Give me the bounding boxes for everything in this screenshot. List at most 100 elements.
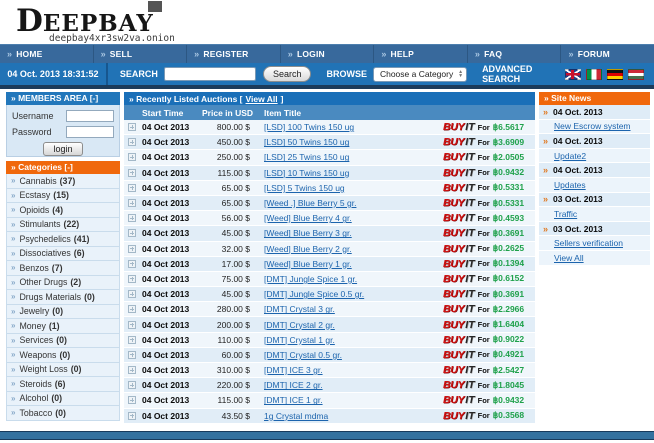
sidebar-category-item[interactable]: » Tobacco (0) xyxy=(6,406,120,421)
auction-title-link[interactable]: [DMT] Crystal 1 gr. xyxy=(264,334,335,345)
buy-it-button[interactable]: BUY IT xyxy=(443,348,475,361)
buy-it-button[interactable]: BUY IT xyxy=(443,272,475,285)
sidebar-category-item[interactable]: » Weight Loss (0) xyxy=(6,362,120,377)
expand-box-icon[interactable] xyxy=(128,305,136,314)
sidebar-category-item[interactable]: » Opioids (4) xyxy=(6,203,120,218)
advanced-search-link[interactable]: ADVANCED SEARCH xyxy=(482,64,533,84)
expand-box-icon[interactable] xyxy=(128,244,136,253)
italy-flag-icon[interactable] xyxy=(586,68,603,80)
buy-it-button[interactable]: BUY IT xyxy=(443,364,475,377)
expand-box-icon[interactable] xyxy=(128,366,136,375)
expand-box-icon[interactable] xyxy=(128,183,136,192)
buy-it-button[interactable]: BUY IT xyxy=(443,151,475,164)
sidebar-category-item[interactable]: » Drugs Materials (0) xyxy=(6,290,120,305)
buy-it-button[interactable]: BUY IT xyxy=(443,242,475,255)
auction-title-link[interactable]: [DMT] Crystal 0.5 gr. xyxy=(264,349,342,360)
auction-title-link[interactable]: [DMT] ICE 1 gr. xyxy=(264,395,323,406)
search-button[interactable]: Search xyxy=(262,66,312,82)
news-link[interactable]: Sellers verification xyxy=(554,238,623,249)
auction-title-link[interactable]: [LSD] 50 Twins 150 ug xyxy=(264,137,350,148)
sidebar-category-item[interactable]: » Psychedelics (41) xyxy=(6,232,120,247)
buy-it-button[interactable]: BUY IT xyxy=(443,136,475,149)
buy-it-button[interactable]: BUY IT xyxy=(443,379,475,392)
auction-title-link[interactable]: [LSD] 5 Twins 150 ug xyxy=(264,182,345,193)
buy-it-button[interactable]: BUY IT xyxy=(443,303,475,316)
sidebar-category-item[interactable]: » Alcohol (0) xyxy=(6,391,120,406)
auction-title-link[interactable]: [DMT] Jungle Spice 0.5 gr. xyxy=(264,289,365,300)
sidebar-category-item[interactable]: » Dissociatives (6) xyxy=(6,246,120,261)
nav-item[interactable]: » HOME xyxy=(0,45,93,63)
sidebar-category-item[interactable]: » Services (0) xyxy=(6,333,120,348)
nav-item[interactable]: » HELP xyxy=(373,45,467,63)
expand-box-icon[interactable] xyxy=(128,168,136,177)
auction-title-link[interactable]: [LSD] 100 Twins 150 ug xyxy=(264,122,355,133)
expand-box-icon[interactable] xyxy=(128,138,136,147)
expand-box-icon[interactable] xyxy=(128,259,136,268)
auction-title-link[interactable]: [Weed] Blue Berry 1 gr. xyxy=(264,258,352,269)
buy-it-button[interactable]: BUY IT xyxy=(443,212,475,225)
auction-title-link[interactable]: [DMT] ICE 2 gr. xyxy=(264,380,323,391)
expand-box-icon[interactable] xyxy=(128,123,136,132)
buy-it-button[interactable]: BUY IT xyxy=(443,394,475,407)
auction-title-link[interactable]: [DMT] Crystal 2 gr. xyxy=(264,319,335,330)
buy-it-button[interactable]: BUY IT xyxy=(443,409,475,422)
buy-it-button[interactable]: BUY IT xyxy=(443,318,475,331)
expand-box-icon[interactable] xyxy=(128,153,136,162)
expand-box-icon[interactable] xyxy=(128,214,136,223)
auctions-view-all-link[interactable]: View All xyxy=(245,93,278,104)
sidebar-category-item[interactable]: » Ecstasy (15) xyxy=(6,188,120,203)
auction-title-link[interactable]: [DMT] ICE 3 gr. xyxy=(264,365,323,376)
nav-item[interactable]: » FAQ xyxy=(466,45,561,63)
sidebar-category-item[interactable]: » Steroids (6) xyxy=(6,377,120,392)
buy-it-button[interactable]: BUY IT xyxy=(443,121,475,134)
auction-title-link[interactable]: [LSD] 25 Twins 150 ug xyxy=(264,152,350,163)
buy-it-button[interactable]: BUY IT xyxy=(443,288,475,301)
sidebar-category-item[interactable]: » Benzos (7) xyxy=(6,261,120,276)
nav-item[interactable]: » SELL xyxy=(92,45,187,63)
nav-item[interactable]: » REGISTER xyxy=(186,45,280,63)
sidebar-category-item[interactable]: » Cannabis (37) xyxy=(6,174,120,189)
sidebar-category-item[interactable]: » Stimulants (22) xyxy=(6,217,120,232)
auction-title-link[interactable]: [LSD] 10 Twins 150 ug xyxy=(264,167,350,178)
buy-it-button[interactable]: BUY IT xyxy=(443,197,475,210)
sidebar-category-item[interactable]: » Jewelry (0) xyxy=(6,304,120,319)
auction-title-link[interactable]: [Weed .] Blue Berry 5 gr. xyxy=(264,198,357,209)
nav-item[interactable]: » LOGIN xyxy=(279,45,374,63)
sidebar-category-item[interactable]: » Money (1) xyxy=(6,319,120,334)
news-link[interactable]: Updates xyxy=(554,179,586,190)
expand-box-icon[interactable] xyxy=(128,396,136,405)
sidebar-category-item[interactable]: » Weapons (0) xyxy=(6,348,120,363)
auction-title-link[interactable]: [Weed] Blue Berry 2 gr. xyxy=(264,243,352,254)
expand-box-icon[interactable] xyxy=(128,350,136,359)
password-field[interactable] xyxy=(66,126,114,138)
buy-it-button[interactable]: BUY IT xyxy=(443,166,475,179)
auction-title-link[interactable]: 1g Crystal mdma xyxy=(264,410,329,421)
auction-title-link[interactable]: [Weed] Blue Berry 4 gr. xyxy=(264,213,352,224)
news-link[interactable]: Update2 xyxy=(554,150,587,161)
news-link[interactable]: Traffic xyxy=(554,208,578,219)
expand-box-icon[interactable] xyxy=(128,199,136,208)
category-select[interactable]: Choose a Category ▲ ▼ xyxy=(372,66,468,82)
expand-box-icon[interactable] xyxy=(128,320,136,329)
login-button[interactable]: login xyxy=(43,142,83,156)
expand-box-icon[interactable] xyxy=(128,335,136,344)
auction-title-link[interactable]: [Weed] Blue Berry 3 gr. xyxy=(264,228,352,239)
buy-it-button[interactable]: BUY IT xyxy=(443,257,475,270)
expand-box-icon[interactable] xyxy=(128,290,136,299)
hungary-flag-icon[interactable] xyxy=(628,68,645,80)
auction-title-link[interactable]: [DMT] Jungle Spice 1 gr. xyxy=(264,273,358,284)
news-view-all-link[interactable]: View All xyxy=(554,252,584,263)
buy-it-button[interactable]: BUY IT xyxy=(443,181,475,194)
news-link[interactable]: New Escrow system xyxy=(554,121,631,132)
expand-box-icon[interactable] xyxy=(128,274,136,283)
sidebar-category-item[interactable]: » Other Drugs (2) xyxy=(6,275,120,290)
expand-box-icon[interactable] xyxy=(128,229,136,238)
uk-flag-icon[interactable] xyxy=(565,68,582,80)
auction-title-link[interactable]: [DMT] Crystal 3 gr. xyxy=(264,304,335,315)
buy-it-button[interactable]: BUY IT xyxy=(443,227,475,240)
nav-item[interactable]: » FORUM xyxy=(560,45,654,63)
expand-box-icon[interactable] xyxy=(128,411,136,420)
username-field[interactable] xyxy=(66,110,114,122)
germany-flag-icon[interactable] xyxy=(607,68,624,80)
buy-it-button[interactable]: BUY IT xyxy=(443,333,475,346)
